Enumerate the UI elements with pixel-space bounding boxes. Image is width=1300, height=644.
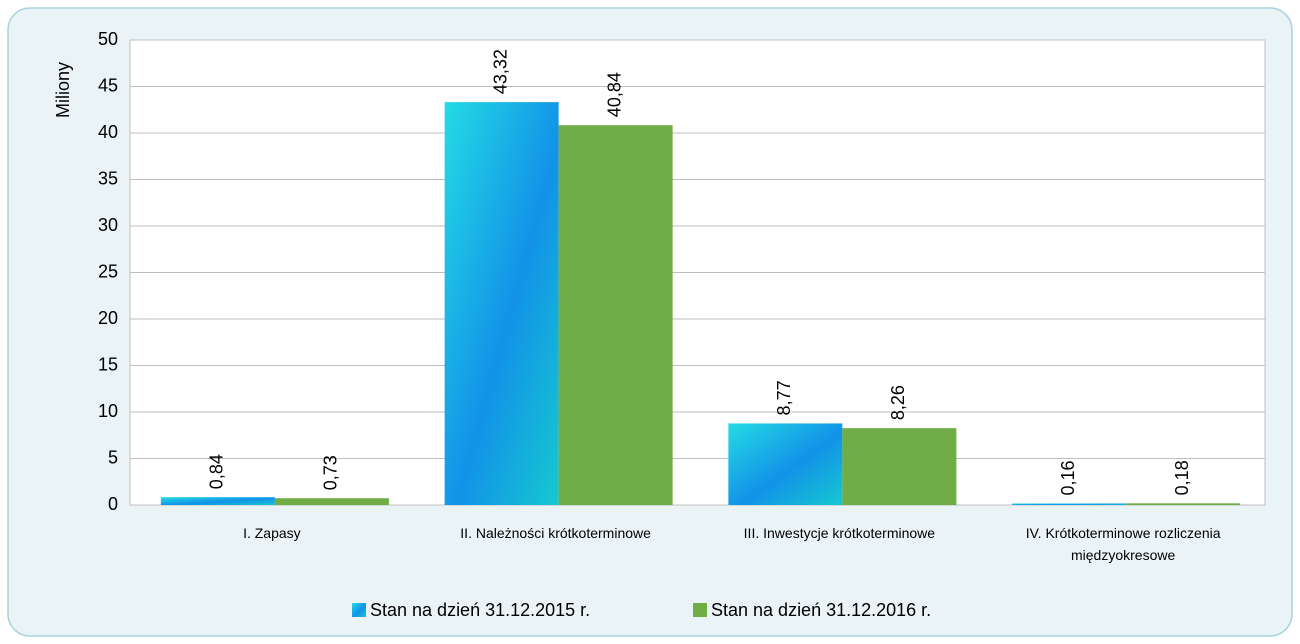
value-label: 0,16 [1058, 460, 1078, 495]
bar [274, 498, 389, 505]
bar [444, 102, 559, 506]
x-tick-label: III. Inwestycje krótkoterminowe [743, 525, 936, 541]
legend-label: Stan na dzień 31.12.2016 r. [711, 600, 931, 620]
y-tick-label: 45 [98, 75, 118, 95]
value-label: 8,77 [774, 380, 794, 415]
value-label: 0,73 [321, 455, 341, 490]
value-label: 40,84 [604, 72, 624, 117]
y-tick-label: 25 [98, 261, 118, 281]
y-tick-label: 35 [98, 168, 118, 188]
legend-label: Stan na dzień 31.12.2015 r. [370, 600, 590, 620]
value-label: 8,26 [888, 385, 908, 420]
legend-swatch [352, 603, 366, 617]
value-label: 43,32 [490, 49, 510, 94]
y-tick-label: 40 [98, 122, 118, 142]
bar [1012, 503, 1127, 505]
value-label: 0,18 [1172, 460, 1192, 495]
y-tick-label: 0 [108, 494, 118, 514]
y-tick-label: 15 [98, 354, 118, 374]
y-tick-label: 30 [98, 215, 118, 235]
x-tick-label: II. Należności krótkoterminowe [460, 525, 651, 541]
y-tick-label: 50 [98, 29, 118, 49]
y-tick-label: 5 [108, 447, 118, 467]
legend-swatch [693, 603, 707, 617]
y-tick-label: 20 [98, 308, 118, 328]
bar [160, 497, 275, 505]
x-tick-label: IV. Krótkoterminowe rozliczenia międzyok… [1025, 525, 1221, 563]
y-axis-label: Miliony [53, 62, 73, 118]
value-label: 0,84 [207, 454, 227, 489]
bar [558, 125, 673, 506]
bar [842, 428, 957, 505]
y-tick-label: 10 [98, 401, 118, 421]
bar [1126, 503, 1241, 505]
x-tick-label: I. Zapasy [243, 525, 301, 541]
bar [728, 423, 843, 505]
